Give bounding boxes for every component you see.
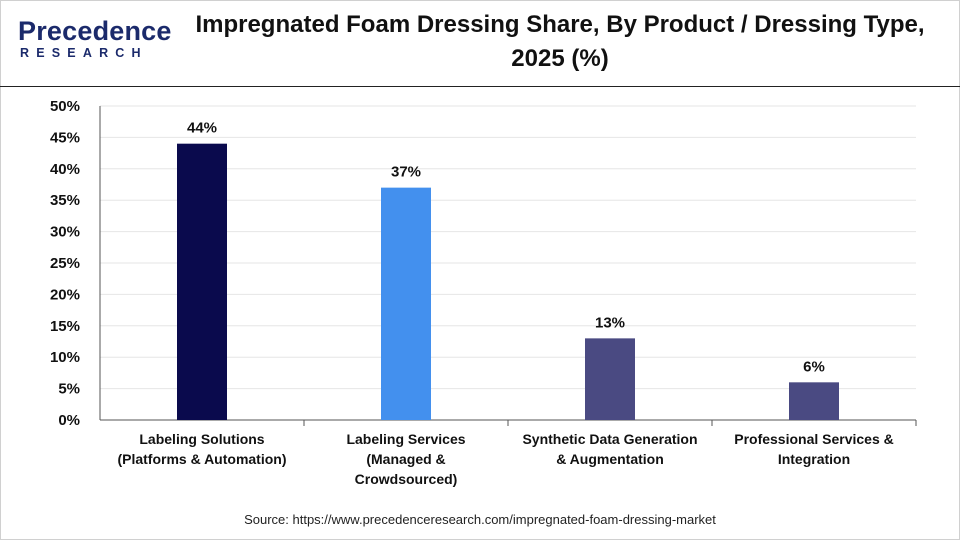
y-tick-label: 10%: [50, 349, 80, 366]
logo-wordmark: Precedence: [18, 16, 172, 46]
bar: [789, 382, 839, 420]
data-label: 37%: [391, 164, 421, 181]
x-tick-label: Labeling Services (Managed & Crowdsourced): [346, 431, 465, 487]
y-tick-label: 45%: [50, 129, 80, 146]
y-tick-label: 50%: [50, 98, 80, 115]
y-tick-label: 5%: [58, 381, 80, 398]
source-note: Source: https://www.precedenceresearch.c…: [244, 512, 716, 527]
bar-chart: 0% 5% 10% 15% 20% 25% 30% 35% 40% 45% 50% 44% Labeli…: [50, 98, 917, 487]
header: Precedence RESEARCH Impregnated Foam Dre…: [0, 0, 960, 87]
y-tick-label: 25%: [50, 255, 80, 272]
y-tick-label: 35%: [50, 192, 80, 209]
data-label: 6%: [803, 358, 825, 375]
x-tick-label: Labeling Solutions (Platforms & Automatio…: [117, 431, 286, 467]
y-tick-label: 20%: [50, 286, 80, 303]
bar: [177, 143, 227, 420]
y-tick-label: 40%: [50, 161, 80, 178]
x-tick-label: Synthetic Data Generation & Augmentation: [522, 431, 697, 467]
bar: [381, 187, 431, 420]
x-tick-label: Professional Services & Integration: [734, 431, 894, 467]
y-tick-label: 30%: [50, 224, 80, 241]
logo-subtitle: RESEARCH: [20, 46, 148, 60]
chart-title: Impregnated Foam Dressing Share, By Prod…: [195, 11, 925, 72]
bar: [585, 338, 635, 420]
data-label: 13%: [595, 314, 625, 331]
chart-area: 0% 5% 10% 15% 20% 25% 30% 35% 40% 45% 50% 44% Labeli…: [0, 86, 960, 506]
y-tick-label: 15%: [50, 318, 80, 335]
data-label: 44%: [187, 120, 217, 137]
logo: Precedence RESEARCH: [18, 16, 171, 66]
y-tick-label: 0%: [58, 412, 80, 429]
